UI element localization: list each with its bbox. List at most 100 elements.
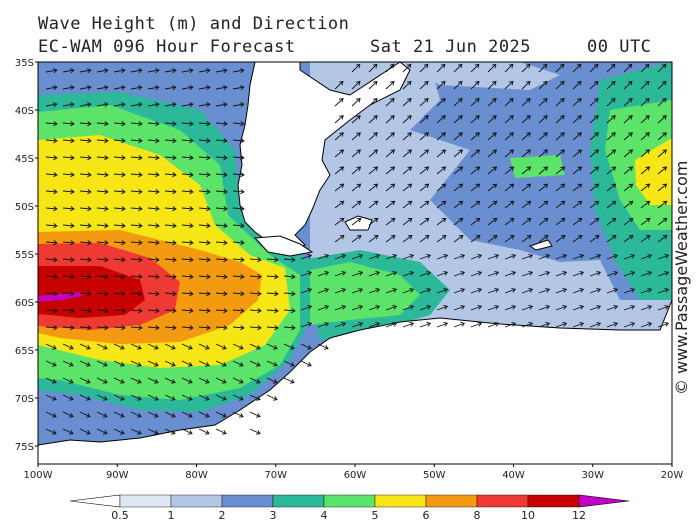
wave-direction-arrowhead <box>630 287 636 293</box>
wave-direction-arrowhead <box>560 115 565 120</box>
wave-direction-arrow <box>96 275 108 278</box>
wave-direction-arrow <box>538 183 548 192</box>
wave-direction-arrowhead <box>223 325 228 331</box>
wave-direction-arrow <box>623 63 633 73</box>
wave-direction-arrowhead <box>392 304 398 310</box>
wave-direction-arrow <box>164 86 176 90</box>
wave-direction-arrow <box>283 326 295 329</box>
wave-direction-arrow <box>130 411 142 418</box>
wave-direction-arrow <box>113 190 125 193</box>
wave-direction-arrowhead <box>154 102 160 108</box>
wave-direction-arrow <box>555 166 565 175</box>
wave-direction-arrow <box>504 63 514 73</box>
wave-direction-arrowhead <box>440 80 446 86</box>
wave-direction-arrow <box>470 166 480 175</box>
wave-direction-arrow <box>96 377 108 384</box>
wave-direction-arrowhead <box>172 121 177 127</box>
wave-direction-arrow <box>164 411 176 418</box>
wave-direction-arrowhead <box>85 430 91 435</box>
wave-direction-arrow <box>198 292 210 295</box>
wave-direction-arrowhead <box>526 132 531 137</box>
wave-direction-arrow <box>147 326 159 329</box>
wave-direction-arrow <box>521 81 531 90</box>
wave-direction-arrow <box>96 224 108 227</box>
wave-direction-arrowhead <box>458 97 463 103</box>
wave-direction-arrowhead <box>155 257 160 263</box>
wave-direction-arrow <box>113 241 125 244</box>
wave-direction-arrow <box>521 288 533 294</box>
wave-direction-arrowhead <box>492 115 497 120</box>
wave-direction-arrow <box>45 394 57 401</box>
colorbar-label: 3 <box>270 509 277 522</box>
wave-direction-arrowhead <box>189 223 194 229</box>
wave-direction-arrow <box>589 166 599 175</box>
wave-direction-arrow <box>249 428 261 435</box>
wave-direction-arrow <box>147 275 159 278</box>
wave-direction-arrowhead <box>475 97 480 103</box>
wave-direction-arrowhead <box>511 321 517 327</box>
wave-direction-arrowhead <box>358 287 364 293</box>
wave-direction-arrowhead <box>358 321 364 327</box>
wave-direction-arrowhead <box>372 80 378 86</box>
wave-direction-arrowhead <box>390 235 396 240</box>
wave-direction-arrowhead <box>628 183 634 189</box>
wave-direction-arrow <box>504 200 514 209</box>
wave-direction-arrowhead <box>53 155 58 161</box>
wave-direction-arrow <box>198 207 210 210</box>
wave-direction-arrow <box>487 218 498 226</box>
wave-direction-arrowhead <box>409 321 415 327</box>
wave-direction-arrowhead <box>204 396 210 401</box>
wave-direction-arrow <box>640 166 650 175</box>
wave-direction-arrow <box>113 275 125 278</box>
wave-direction-arrowhead <box>443 253 449 259</box>
colorbar-label: 5 <box>372 509 379 522</box>
wave-direction-arrowhead <box>426 321 432 327</box>
wave-direction-arrow <box>521 115 531 124</box>
wave-direction-arrow <box>45 86 57 90</box>
wave-direction-arrow <box>130 309 142 312</box>
wave-direction-arrowhead <box>443 304 449 310</box>
wave-direction-arrow <box>62 309 74 312</box>
wave-direction-arrow <box>402 322 414 328</box>
wave-direction-arrowhead <box>204 345 210 350</box>
wave-direction-arrowhead <box>545 253 551 259</box>
wave-direction-arrowhead <box>240 121 245 127</box>
wave-direction-arrowhead <box>339 183 345 189</box>
wave-direction-arrow <box>96 69 108 73</box>
wave-direction-arrow <box>249 275 261 278</box>
wave-direction-arrowhead <box>70 325 75 331</box>
wave-direction-arrow <box>113 69 125 73</box>
wave-direction-arrowhead <box>594 97 599 103</box>
wave-direction-arrowhead <box>526 200 532 206</box>
wave-direction-arrow <box>232 394 244 401</box>
wave-direction-arrowhead <box>644 80 650 86</box>
wave-direction-arrow <box>181 343 193 350</box>
wave-direction-arrow <box>504 271 516 277</box>
wave-direction-arrow <box>334 235 345 243</box>
wave-direction-arrow <box>300 360 312 367</box>
wave-direction-arrowhead <box>596 270 602 276</box>
wave-direction-arrow <box>419 132 429 141</box>
wave-direction-arrowhead <box>240 138 245 144</box>
wave-direction-arrow <box>589 288 601 294</box>
wave-direction-arrow <box>283 360 295 367</box>
wave-direction-arrowhead <box>138 223 143 229</box>
wave-direction-arrowhead <box>154 85 160 91</box>
wave-direction-arrow <box>130 258 142 261</box>
wave-direction-arrowhead <box>373 217 379 223</box>
wave-direction-arrowhead <box>324 287 330 293</box>
colorbar-label: 8 <box>474 509 481 522</box>
wave-direction-arrowhead <box>664 304 670 310</box>
wave-direction-arrow <box>385 235 396 243</box>
wave-direction-arrowhead <box>460 253 466 259</box>
wave-direction-arrowhead <box>206 257 211 263</box>
wave-direction-arrowhead <box>613 253 619 259</box>
wave-direction-arrowhead <box>104 138 109 144</box>
wave-direction-arrowhead <box>562 253 568 259</box>
wave-direction-arrow <box>232 275 244 278</box>
wave-direction-arrow <box>215 377 227 384</box>
wave-direction-arrowhead <box>426 287 432 293</box>
wave-direction-arrowhead <box>460 270 466 276</box>
wave-direction-arrowhead <box>171 85 177 91</box>
wave-direction-arrow <box>521 149 531 158</box>
